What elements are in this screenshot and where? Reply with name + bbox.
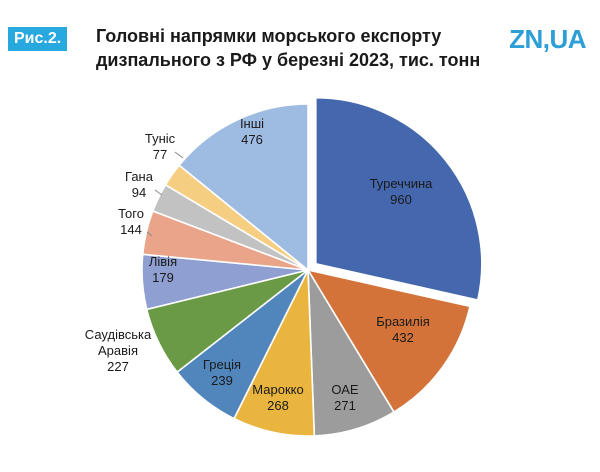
slice-name-5: Аравія <box>98 343 138 358</box>
slice-label-9: Туніс 77 <box>145 131 176 162</box>
slice-label-8: Гана 94 <box>125 169 154 200</box>
slice-name-1: Бразилія <box>376 314 430 329</box>
slice-value-6: 179 <box>152 270 174 285</box>
connector-line-7 <box>146 231 153 237</box>
slice-value-9: 77 <box>153 147 167 162</box>
slice-name-7: Того <box>118 206 144 221</box>
pie-slice-1 <box>306 268 471 414</box>
slice-name-5: Саудівська <box>85 327 152 342</box>
slice-value-10: 476 <box>241 132 263 147</box>
pie-slice-0 <box>315 96 483 302</box>
slice-label-1: Бразилія 432 <box>376 314 430 345</box>
slice-value-4: 239 <box>211 373 233 388</box>
slice-name-8: Гана <box>125 169 154 184</box>
slice-name-2: ОАЕ <box>331 382 358 397</box>
slice-name-6: Лівія <box>149 254 177 269</box>
chart-title: Головні напрямки морського експорту дизп… <box>96 26 481 70</box>
connector-line-8 <box>154 189 163 196</box>
slice-name-4: Греція <box>203 357 241 372</box>
slice-label-10: Інші 476 <box>240 116 264 147</box>
slice-label-0: Туреччина 960 <box>370 176 434 207</box>
slice-value-8: 94 <box>132 185 146 200</box>
zn-ua-logo: ZN,UA <box>509 24 586 54</box>
slice-labels: Туреччина 960 Бразилія 432 ОАЕ 271 Марокко 268 Г… <box>85 116 433 413</box>
slice-name-9: Туніс <box>145 131 176 146</box>
pie-slices <box>141 96 483 437</box>
slice-label-3: Марокко 268 <box>252 382 303 413</box>
slice-value-1: 432 <box>392 330 414 345</box>
slice-label-2: ОАЕ 271 <box>331 382 358 413</box>
chart-header: Рис.2. Головні напрямки морського експор… <box>0 0 600 80</box>
slice-label-6: Лівія 179 <box>149 254 177 285</box>
slice-value-2: 271 <box>334 398 356 413</box>
slice-name-3: Марокко <box>252 382 303 397</box>
slice-label-4: Греція 239 <box>203 357 241 388</box>
slice-name-0: Туреччина <box>370 176 434 191</box>
slice-value-3: 268 <box>267 398 289 413</box>
slice-label-5: Саудівська Аравія 227 <box>85 327 152 374</box>
slice-value-0: 960 <box>390 192 412 207</box>
label-connectors <box>146 151 184 237</box>
slice-name-10: Інші <box>240 116 264 131</box>
connector-line-9 <box>174 151 184 159</box>
pie-slice-10 <box>178 103 309 272</box>
slice-label-7: Того 144 <box>118 206 144 237</box>
slice-value-7: 144 <box>120 222 142 237</box>
slice-value-5: 227 <box>107 359 129 374</box>
figure-label: Рис.2. <box>8 27 68 51</box>
